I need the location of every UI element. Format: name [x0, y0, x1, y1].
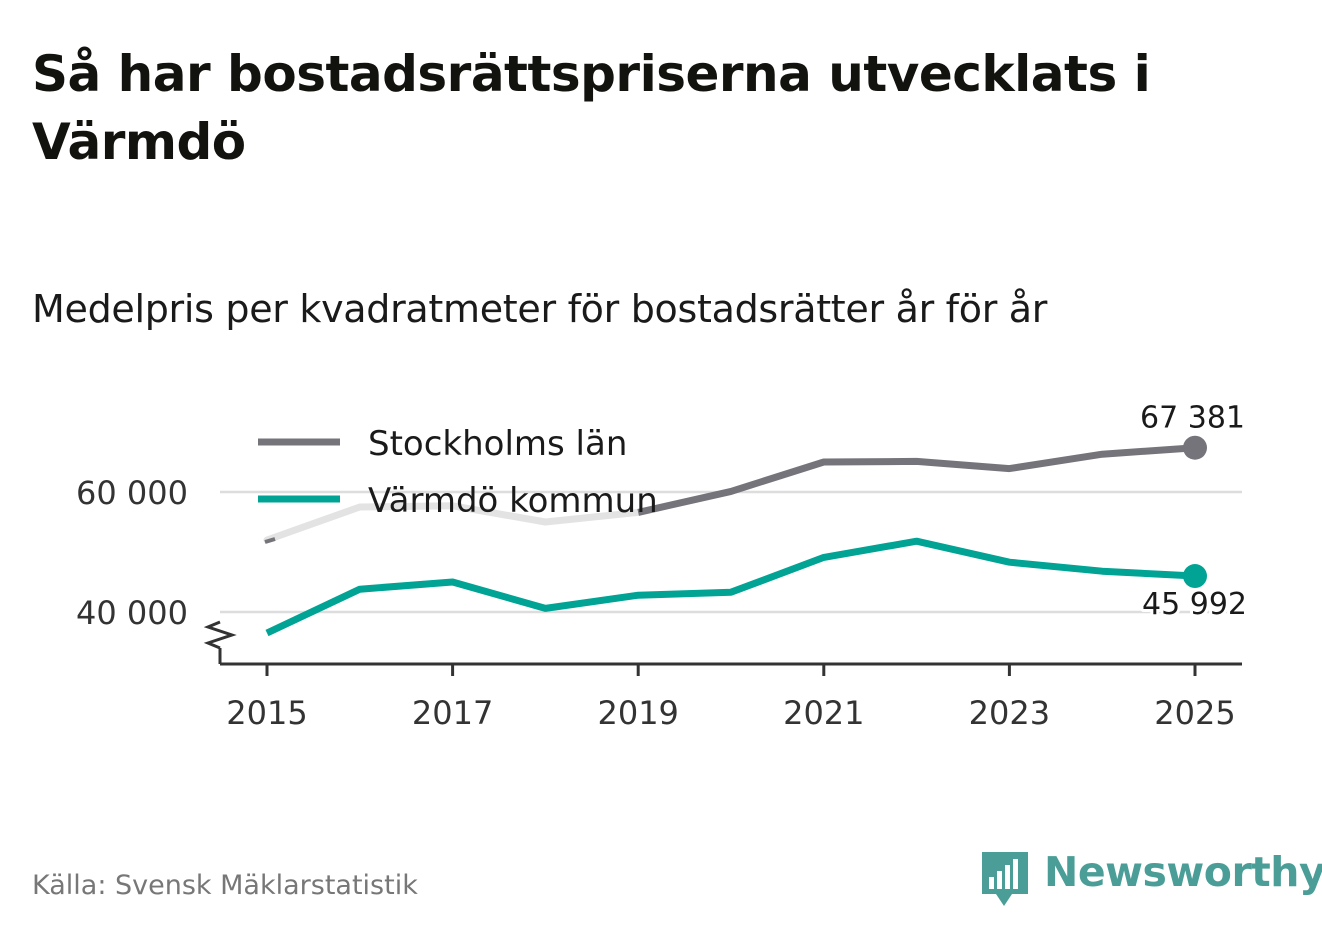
- end-marker-stockholm: [1183, 435, 1207, 460]
- end-label-varmdo: 45 992: [1142, 587, 1247, 622]
- chart-title: Så har bostadsrättspriserna utvecklats i…: [32, 45, 1151, 171]
- series-layer: [263, 435, 1207, 637]
- x-tick-label: 2025: [1154, 694, 1235, 732]
- series-line-stockholm: [637, 444, 1196, 516]
- axis-layer: 40 000 60 000 2015 2017 2019 2021 2023 2025: [76, 474, 1242, 732]
- end-labels: 67 381 45 992: [1139, 401, 1250, 625]
- end-marker-varmdo: [1183, 564, 1207, 589]
- y-tick-label: 40 000: [76, 594, 188, 632]
- brand-logo[interactable]: Newsworthy: [980, 848, 1322, 910]
- x-tick-label: 2015: [226, 694, 307, 732]
- series-start-stockholm: [264, 537, 276, 544]
- end-label-stockholm: 67 381: [1140, 401, 1245, 436]
- y-tick-label: 60 000: [76, 474, 188, 512]
- brand-name: Newsworthy: [1044, 848, 1322, 896]
- legend-label-varmdo: Värmdö kommun: [368, 481, 658, 521]
- x-tick-label: 2021: [783, 694, 864, 732]
- axis-break-zigzag: [203, 620, 237, 650]
- x-tick-label: 2023: [969, 694, 1050, 732]
- x-tick-label: 2017: [412, 694, 493, 732]
- series-line-varmdo: [265, 537, 1196, 637]
- legend: Stockholms län Värmdö kommun: [258, 424, 658, 521]
- series-line-stockholm-faded: [263, 502, 642, 544]
- newsworthy-logo-icon: [982, 852, 1028, 906]
- chart-subtitle: Medelpris per kvadratmeter för bostadsrä…: [32, 287, 1048, 331]
- source-note: Källa: Svensk Mäklarstatistik: [32, 870, 418, 901]
- x-tick-label: 2019: [597, 694, 678, 732]
- legend-label-stockholm: Stockholms län: [368, 424, 627, 464]
